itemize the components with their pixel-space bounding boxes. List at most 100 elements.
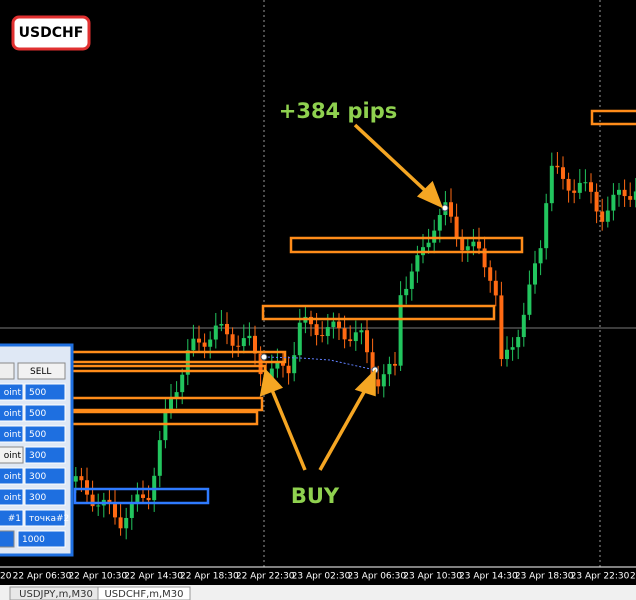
candle [135, 494, 140, 502]
button-label: 300 [29, 472, 46, 482]
candle [493, 280, 498, 296]
button-label: точка#2 [29, 514, 69, 524]
marker [441, 204, 449, 212]
candle [516, 337, 521, 348]
button[interactable] [0, 488, 24, 506]
candle [527, 284, 532, 315]
candle [241, 338, 246, 347]
candle [169, 397, 173, 413]
candle [376, 379, 381, 387]
candle [505, 349, 509, 360]
candle [202, 342, 207, 347]
button[interactable] [0, 509, 24, 527]
candle [460, 238, 465, 251]
candle [141, 494, 145, 498]
time-label: 2 [630, 572, 636, 582]
button[interactable] [0, 425, 24, 443]
chart-area [0, 0, 636, 567]
candle [163, 412, 168, 441]
candle [555, 165, 560, 168]
candle [449, 202, 453, 217]
candle [269, 368, 274, 382]
candle [510, 347, 515, 350]
candle [325, 327, 330, 337]
candle [617, 189, 621, 195]
tabs: USDJPY,m,M30 USDCHF,m,M30 [9, 586, 191, 600]
button-label: oint [4, 388, 22, 398]
candle [90, 494, 95, 507]
button[interactable] [24, 488, 66, 506]
button-label: #1 [8, 514, 21, 524]
tab[interactable] [97, 586, 191, 600]
button-label: 500 [29, 430, 46, 440]
tab-label: USDCHF,m,M30 [104, 589, 183, 600]
candle [348, 339, 353, 342]
candle [409, 271, 414, 289]
candle [370, 352, 375, 380]
profit-label: +384 pips [279, 99, 398, 123]
button[interactable] [17, 530, 66, 548]
button[interactable] [17, 362, 66, 380]
button[interactable] [24, 383, 66, 401]
candle [314, 324, 319, 336]
button-label: oint [4, 472, 22, 482]
button[interactable] [24, 446, 66, 464]
candle [73, 476, 78, 482]
candle [337, 321, 341, 329]
candle [387, 363, 392, 375]
candle [124, 517, 129, 529]
button[interactable] [24, 467, 66, 485]
candles [1, 152, 636, 540]
marker [260, 353, 268, 361]
candle [398, 295, 403, 366]
candle [499, 295, 504, 360]
time-label: 22 Apr 18:30 [180, 572, 239, 582]
candle [477, 241, 481, 249]
candle [281, 361, 285, 366]
candle [275, 361, 280, 369]
candle [213, 325, 218, 340]
level-box [289, 236, 524, 254]
candle [253, 335, 257, 354]
button[interactable] [0, 467, 24, 485]
level-box [0, 350, 287, 364]
candle [320, 335, 325, 337]
buy-label: BUY [291, 484, 340, 508]
button[interactable] [24, 404, 66, 422]
level-box [261, 304, 496, 321]
candle [247, 335, 252, 339]
candle [297, 322, 302, 356]
level-box [590, 109, 636, 126]
button[interactable] [24, 509, 66, 527]
candle [331, 321, 336, 328]
candle [577, 182, 582, 193]
level-box [73, 487, 210, 505]
candle [488, 267, 493, 281]
button[interactable] [0, 383, 24, 401]
button[interactable] [0, 530, 15, 548]
button[interactable] [24, 425, 66, 443]
candle [146, 497, 151, 501]
candle [191, 338, 196, 351]
button-label: 1000 [22, 535, 45, 545]
button[interactable] [0, 404, 24, 422]
candle [561, 167, 565, 179]
time-label: 22 Apr 10:30 [68, 572, 127, 582]
candle [549, 165, 554, 204]
candle [628, 196, 633, 200]
button-label: 300 [29, 493, 46, 503]
candle [600, 211, 605, 222]
candle [566, 178, 571, 191]
button[interactable] [0, 446, 24, 464]
time-label: 23 Apr 10:30 [403, 572, 462, 582]
arrows [259, 123, 444, 471]
candle [454, 216, 459, 239]
candle [353, 332, 358, 342]
candle [538, 248, 543, 264]
trade-panel: SELL oint 500 oint 500 oint 500 oint 300 oint 300 o… [0, 343, 74, 557]
candle [465, 246, 470, 251]
button[interactable] [0, 362, 15, 380]
time-label: 22 Apr 14:30 [124, 572, 183, 582]
